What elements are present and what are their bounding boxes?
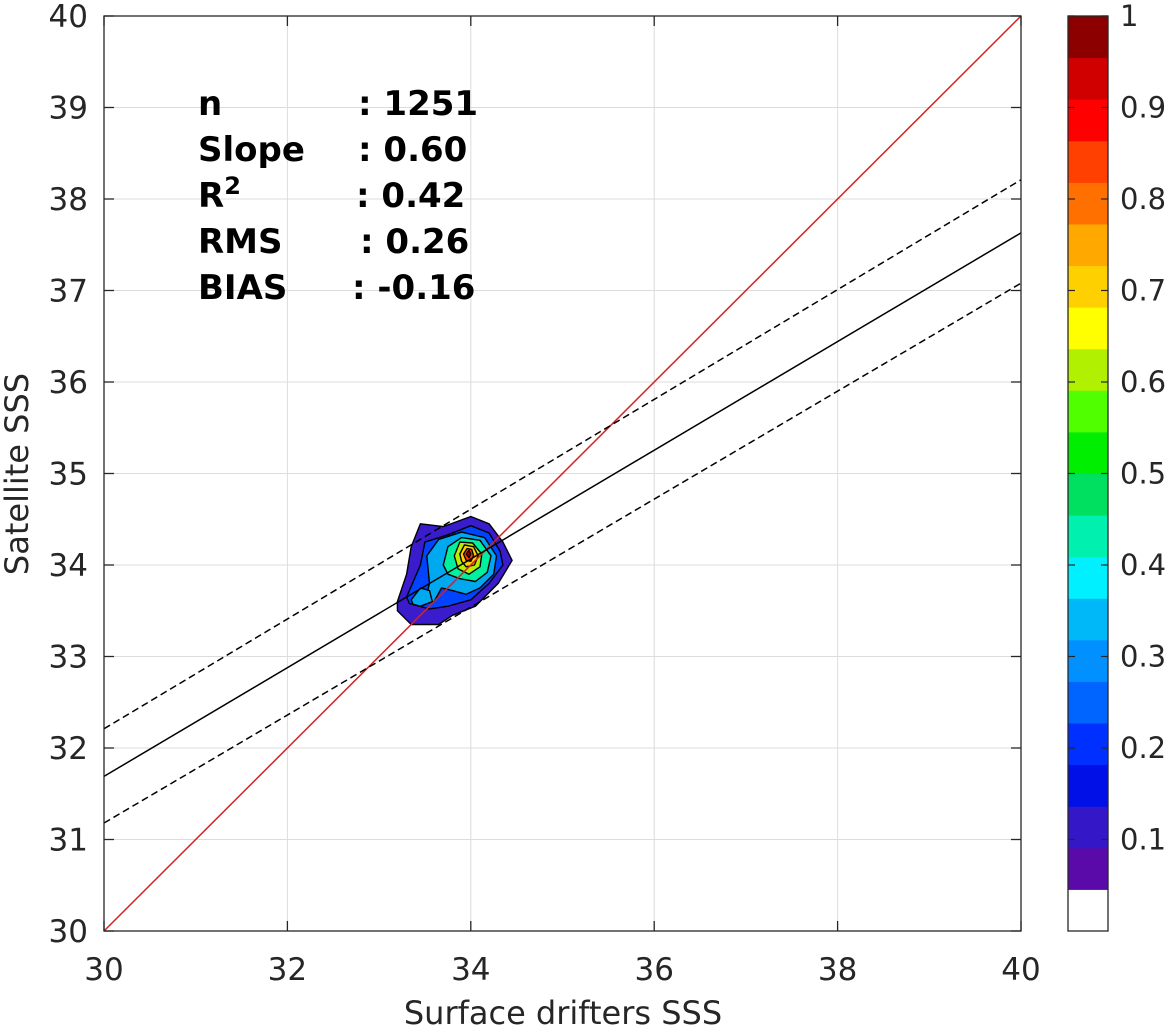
stat-label: Slope	[198, 130, 305, 170]
y-tick-label: 35	[49, 457, 88, 493]
colorbar-bin	[1068, 639, 1108, 682]
stat-label-superscript: 2	[224, 172, 241, 200]
x-tick-label: 36	[634, 952, 673, 988]
grid	[103, 15, 1022, 932]
colorbar-bin	[1068, 598, 1108, 641]
y-tick-label: 33	[49, 640, 88, 676]
colorbar-bin	[1068, 723, 1108, 766]
colorbar-tick-label: 0.5	[1120, 457, 1166, 491]
colorbar-bin	[1068, 307, 1108, 350]
colorbar-bin	[1068, 806, 1108, 849]
stat-label: RMS	[198, 222, 283, 262]
regression-lower-line	[103, 282, 1022, 824]
regression-line	[103, 232, 1022, 778]
stat-value: : -0.16	[352, 268, 475, 308]
colorbar-bin	[1068, 847, 1108, 890]
colorbar-bin	[1068, 265, 1108, 308]
stat-label: n	[198, 84, 222, 124]
colorbar-bin	[1068, 515, 1108, 558]
x-tick-label: 30	[84, 952, 123, 988]
colorbar-tick-label: 0.2	[1120, 731, 1166, 765]
one-to-one-line	[103, 15, 1022, 932]
colorbar-tick-label: 0.8	[1120, 182, 1166, 216]
colorbar-bin	[1068, 681, 1108, 724]
fit-lines	[103, 15, 1022, 932]
colorbar-bin	[1068, 764, 1108, 807]
colorbar-bin	[1068, 556, 1108, 599]
stat-value: : 1251	[358, 84, 478, 124]
colorbar-tick-label: 0.7	[1120, 274, 1166, 308]
colorbar-bin	[1068, 223, 1108, 267]
colorbar-bin	[1068, 57, 1108, 100]
y-tick-label: 37	[49, 274, 88, 310]
x-tick-label: 32	[268, 952, 307, 988]
colorbar-tick-label: 0.4	[1120, 548, 1166, 582]
density-contour-0.95	[465, 549, 472, 559]
y-tick-label: 39	[49, 91, 88, 127]
x-tick-label: 38	[818, 952, 857, 988]
stat-label: BIAS	[198, 268, 287, 308]
x-axis-label: Surface drifters SSS	[404, 994, 722, 1028]
x-tick-label: 34	[451, 952, 490, 988]
colorbar-tick-label: 0.3	[1120, 640, 1166, 674]
stat-value: : 0.42	[356, 176, 465, 216]
stat-value: : 0.60	[358, 130, 467, 170]
density-contours	[396, 515, 513, 626]
colorbar-bin	[1068, 390, 1108, 433]
x-tick-label: 40	[1001, 952, 1040, 988]
colorbar-bin	[1068, 889, 1108, 932]
y-axis-label: Satellite SSS	[0, 373, 36, 575]
regression-upper-line	[103, 179, 1022, 730]
colorbar-tick-label: 0.6	[1120, 365, 1166, 399]
colorbar-bin	[1068, 182, 1108, 225]
colorbar-bin	[1068, 99, 1108, 142]
y-tick-label: 34	[49, 548, 88, 584]
colorbar-tick-label: 0.9	[1120, 91, 1166, 125]
colorbar-bin	[1068, 348, 1108, 391]
y-tick-label: 32	[49, 731, 88, 767]
y-tick-label: 38	[49, 182, 88, 218]
colorbar-tick-label: 0.1	[1120, 823, 1166, 857]
stat-value: : 0.26	[360, 222, 469, 262]
y-tick-label: 36	[49, 365, 88, 401]
colorbar-bin	[1068, 140, 1108, 183]
y-tick-label: 31	[49, 823, 88, 859]
colorbar: 0.1 0.2 0.3 0.4 0.5 0.6 0.7 0.8 0.9 1	[1067, 0, 1166, 932]
y-tick-label: 40	[49, 0, 88, 35]
y-tick-label: 30	[49, 914, 88, 950]
colorbar-bin	[1068, 16, 1108, 59]
colorbar-bin	[1068, 431, 1108, 474]
density-contour-secondary	[410, 587, 433, 607]
axis-ticks: 30 32 34 36 38 40 30 31 32 33 34 35 36 37 38 39 40	[49, 0, 1041, 988]
colorbar-tick-label: 1	[1120, 0, 1138, 33]
colorbar-bin	[1068, 473, 1108, 516]
